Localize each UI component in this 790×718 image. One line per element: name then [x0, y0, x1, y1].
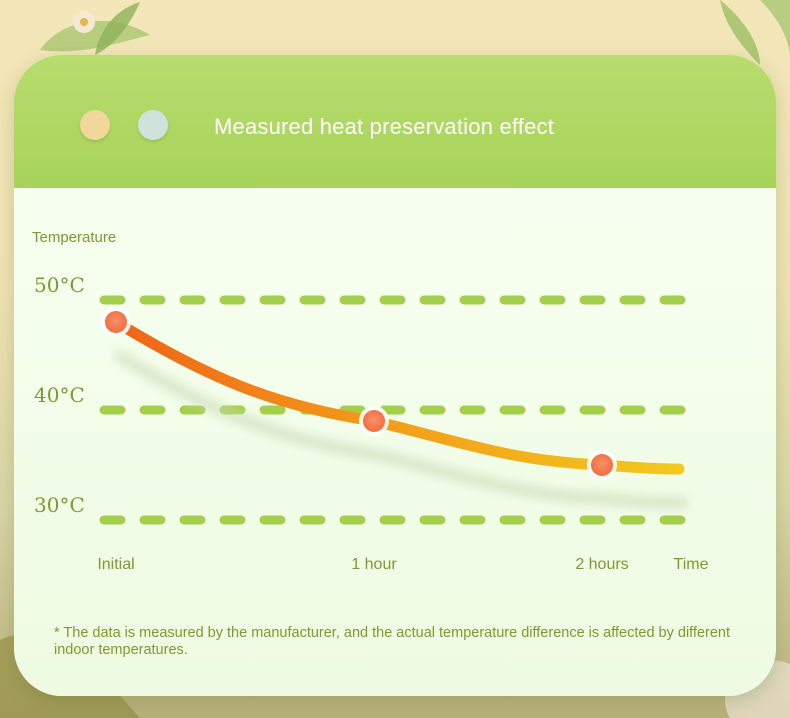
chart-title: Measured heat preservation effect	[214, 114, 555, 139]
curve-shadow	[114, 350, 689, 509]
chart-card: Measured heat preservation effect Temper…	[14, 55, 776, 696]
x-axis-label: Time	[674, 556, 709, 573]
y-tick-label-40: 40°C	[34, 383, 85, 407]
x-tick-label-2-hours: 2 hours	[575, 556, 628, 573]
marker-initial	[105, 311, 127, 333]
y-axis-label: Temperature	[32, 229, 116, 246]
temperature-curve	[110, 316, 685, 475]
x-tick-label-1-hour: 1 hour	[351, 556, 397, 573]
x-tick-label-initial: Initial	[97, 556, 134, 573]
card-header: Measured heat preservation effect	[14, 55, 776, 188]
temperature-line-chart: Temperature 50°C 40°C 30°C Initial 1 hour 2 ho…	[32, 229, 709, 573]
blue-dot-icon	[138, 110, 168, 140]
yellow-dot-icon	[80, 110, 110, 140]
y-tick-label-30: 30°C	[34, 493, 85, 517]
chart-panel	[14, 188, 776, 696]
marker-1-hour	[363, 410, 385, 432]
footnote: * The data is measured by the manufactur…	[54, 625, 731, 658]
marker-2-hours	[591, 454, 613, 476]
y-tick-label-50: 50°C	[34, 273, 85, 297]
